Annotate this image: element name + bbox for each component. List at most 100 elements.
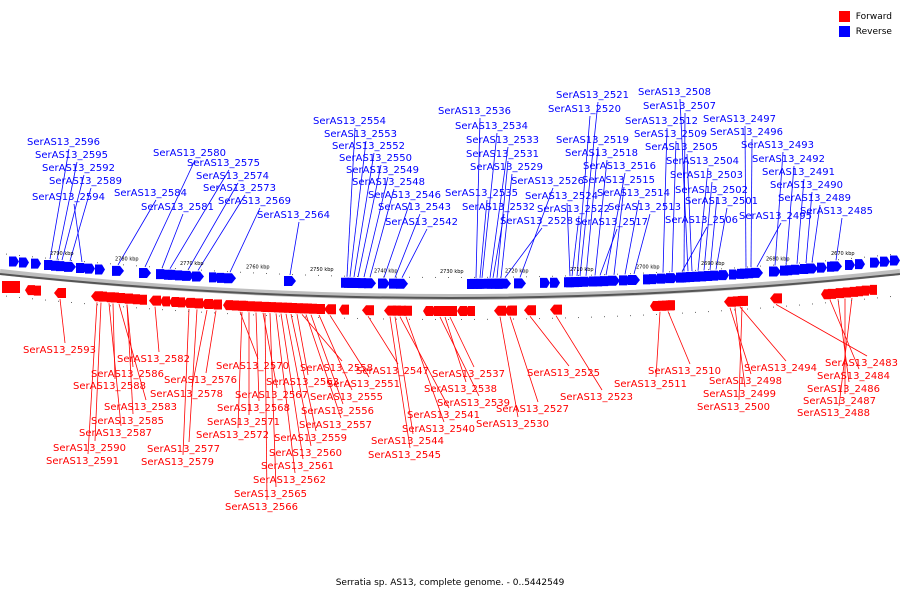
reverse-gene-label[interactable]: SerAS13_2536 (438, 106, 511, 117)
reverse-gene-arrow[interactable] (192, 271, 204, 282)
reverse-gene-arrow[interactable] (182, 270, 194, 281)
forward-gene-label[interactable]: SerAS13_2565 (234, 489, 307, 500)
reverse-gene-label[interactable]: SerAS13_2532 (462, 202, 535, 213)
forward-gene-arrow[interactable] (229, 300, 239, 311)
forward-gene-label[interactable]: SerAS13_2593 (23, 345, 96, 356)
forward-gene-label[interactable]: SerAS13_2537 (432, 369, 505, 380)
forward-gene-arrow[interactable] (115, 293, 125, 304)
forward-gene-label[interactable]: SerAS13_2544 (371, 436, 444, 447)
forward-gene-arrow[interactable] (31, 285, 41, 296)
forward-gene-label[interactable]: SerAS13_2586 (91, 369, 164, 380)
reverse-gene-label[interactable]: SerAS13_2490 (770, 180, 843, 191)
reverse-gene-label[interactable]: SerAS13_2596 (27, 137, 100, 148)
forward-gene-label[interactable]: SerAS13_2523 (560, 392, 633, 403)
forward-gene-label[interactable]: SerAS13_2541 (407, 410, 480, 421)
forward-gene-arrow[interactable] (91, 291, 103, 302)
forward-gene-arrow[interactable] (2, 281, 20, 293)
forward-gene-arrow[interactable] (149, 295, 161, 306)
reverse-gene-label[interactable]: SerAS13_2569 (218, 196, 291, 207)
reverse-gene-label[interactable]: SerAS13_2518 (565, 148, 638, 159)
reverse-gene-label[interactable]: SerAS13_2517 (575, 217, 648, 228)
reverse-gene-arrow[interactable] (495, 278, 505, 289)
forward-gene-label[interactable]: SerAS13_2566 (225, 502, 298, 513)
reverse-gene-label[interactable]: SerAS13_2580 (153, 148, 226, 159)
reverse-gene-arrow[interactable] (175, 270, 185, 281)
reverse-gene-label[interactable]: SerAS13_2554 (313, 116, 386, 127)
reverse-gene-label[interactable]: SerAS13_2512 (625, 116, 698, 127)
forward-gene-arrow[interactable] (465, 305, 475, 316)
forward-gene-arrow[interactable] (494, 305, 506, 316)
forward-gene-label[interactable]: SerAS13_2540 (402, 424, 475, 435)
forward-gene-arrow[interactable] (821, 289, 831, 300)
forward-gene-label[interactable]: SerAS13_2545 (368, 450, 441, 461)
reverse-gene-arrow[interactable] (474, 278, 486, 289)
reverse-gene-arrow[interactable] (550, 277, 560, 288)
forward-gene-label[interactable]: SerAS13_2525 (527, 368, 600, 379)
reverse-gene-label[interactable]: SerAS13_2520 (548, 104, 621, 115)
reverse-gene-label[interactable]: SerAS13_2507 (643, 101, 716, 112)
reverse-gene-arrow[interactable] (224, 273, 236, 284)
reverse-gene-arrow[interactable] (284, 275, 296, 286)
forward-gene-label[interactable]: SerAS13_2527 (496, 404, 569, 415)
forward-gene-label[interactable]: SerAS13_2578 (150, 389, 223, 400)
forward-gene-label[interactable]: SerAS13_2577 (147, 444, 220, 455)
forward-gene-arrow[interactable] (175, 297, 185, 308)
reverse-gene-arrow[interactable] (364, 278, 376, 289)
reverse-gene-label[interactable]: SerAS13_2553 (324, 129, 397, 140)
reverse-gene-arrow[interactable] (514, 278, 526, 289)
reverse-gene-arrow[interactable] (353, 277, 363, 288)
legend-forward[interactable]: Forward (838, 9, 892, 24)
reverse-gene-arrow[interactable] (396, 278, 408, 289)
reverse-gene-label[interactable]: SerAS13_2508 (638, 87, 711, 98)
forward-gene-arrow[interactable] (339, 304, 349, 315)
reverse-gene-arrow[interactable] (649, 274, 659, 285)
forward-gene-label[interactable]: SerAS13_2511 (614, 379, 687, 390)
reverse-gene-label[interactable]: SerAS13_2542 (385, 217, 458, 228)
forward-gene-label[interactable]: SerAS13_2539 (437, 398, 510, 409)
reverse-gene-arrow[interactable] (827, 261, 837, 272)
reverse-gene-label[interactable]: SerAS13_2509 (634, 129, 707, 140)
reverse-gene-arrow[interactable] (769, 266, 781, 277)
reverse-gene-arrow[interactable] (378, 278, 390, 289)
reverse-gene-arrow[interactable] (594, 276, 606, 287)
reverse-gene-arrow[interactable] (729, 269, 739, 280)
reverse-gene-label[interactable]: SerAS13_2594 (32, 192, 105, 203)
reverse-gene-label[interactable]: SerAS13_2493 (741, 140, 814, 151)
reverse-gene-label[interactable]: SerAS13_2491 (762, 167, 835, 178)
reverse-gene-arrow[interactable] (880, 256, 890, 267)
forward-gene-label[interactable]: SerAS13_2560 (269, 448, 342, 459)
reverse-gene-arrow[interactable] (628, 274, 640, 285)
reverse-gene-arrow[interactable] (855, 259, 865, 270)
forward-gene-arrow[interactable] (384, 305, 396, 316)
forward-gene-label[interactable]: SerAS13_2488 (797, 408, 870, 419)
reverse-gene-arrow[interactable] (870, 257, 880, 268)
reverse-gene-label[interactable]: SerAS13_2489 (778, 193, 851, 204)
forward-gene-arrow[interactable] (447, 305, 457, 316)
reverse-gene-label[interactable]: SerAS13_2521 (556, 90, 629, 101)
forward-gene-arrow[interactable] (160, 296, 170, 307)
reverse-gene-arrow[interactable] (751, 267, 763, 278)
reverse-gene-arrow[interactable] (85, 263, 95, 274)
forward-gene-label[interactable]: SerAS13_2483 (825, 358, 898, 369)
reverse-gene-label[interactable]: SerAS13_2534 (455, 121, 528, 132)
reverse-gene-arrow[interactable] (139, 267, 151, 278)
forward-gene-label[interactable]: SerAS13_2591 (46, 456, 119, 467)
gene-labels[interactable]: SerAS13_2596 SerAS13_2595 SerAS13_2592 SerA… (23, 87, 898, 513)
reverse-gene-label[interactable]: SerAS13_2564 (257, 210, 330, 221)
reverse-gene-label[interactable]: SerAS13_2485 (800, 206, 873, 217)
forward-gene-label[interactable]: SerAS13_2499 (703, 389, 776, 400)
forward-gene-arrow[interactable] (665, 300, 675, 311)
reverse-gene-label[interactable]: SerAS13_2501 (685, 196, 758, 207)
forward-gene-arrow[interactable] (507, 305, 517, 316)
reverse-gene-arrow[interactable] (9, 256, 19, 267)
reverse-gene-label[interactable]: SerAS13_2514 (597, 188, 670, 199)
forward-gene-label[interactable]: SerAS13_2587 (79, 428, 152, 439)
gene-features[interactable] (2, 255, 900, 316)
reverse-gene-label[interactable]: SerAS13_2533 (466, 135, 539, 146)
reverse-gene-label[interactable]: SerAS13_2581 (141, 202, 214, 213)
forward-gene-arrow[interactable] (457, 305, 467, 316)
forward-gene-label[interactable]: SerAS13_2588 (73, 381, 146, 392)
forward-gene-arrow[interactable] (362, 305, 374, 316)
reverse-gene-label[interactable]: SerAS13_2506 (665, 215, 738, 226)
reverse-gene-arrow[interactable] (217, 272, 227, 283)
